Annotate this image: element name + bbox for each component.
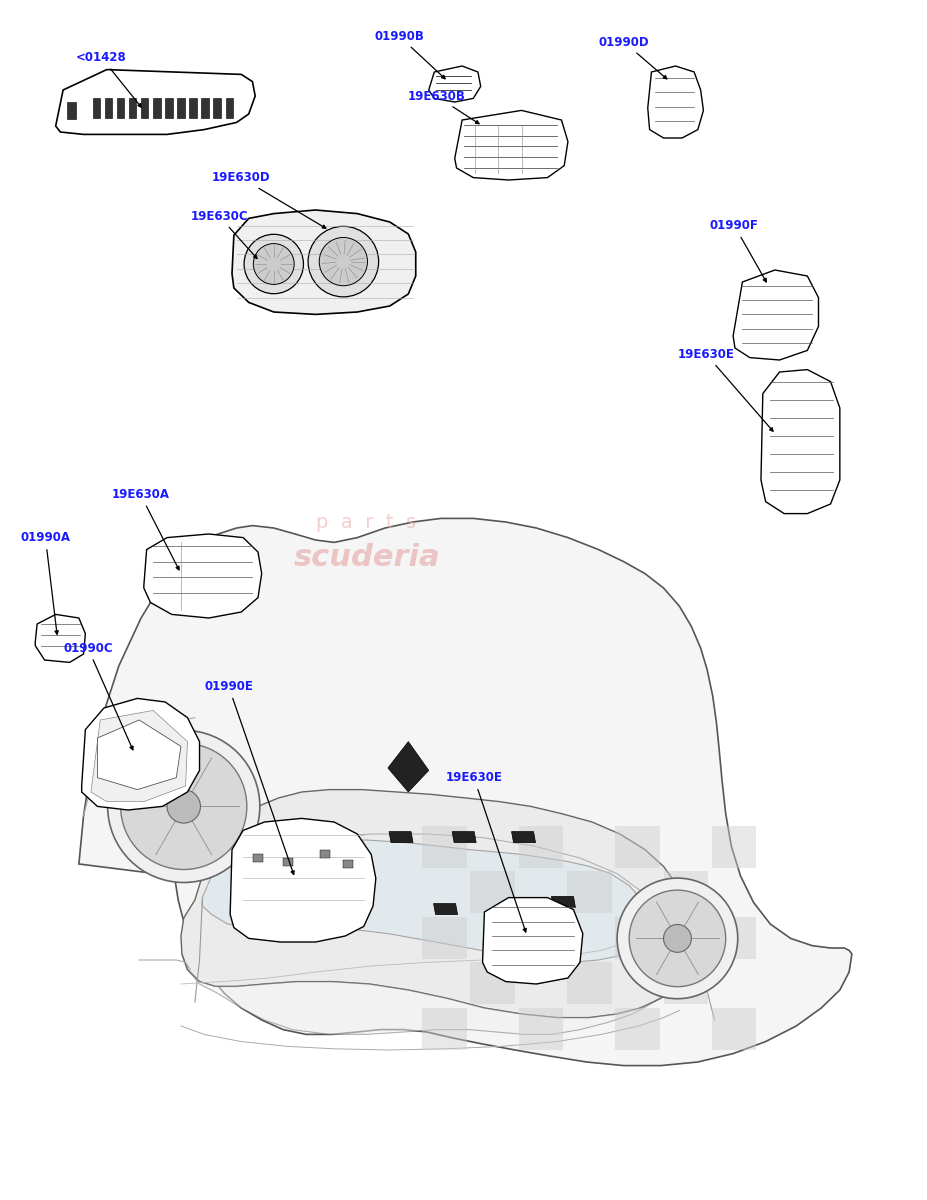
Polygon shape (213, 98, 221, 118)
Polygon shape (760, 370, 839, 514)
Polygon shape (711, 1008, 756, 1050)
Polygon shape (711, 826, 756, 868)
Polygon shape (615, 826, 659, 868)
Text: 19E630B: 19E630B (407, 90, 478, 124)
Polygon shape (253, 854, 262, 862)
Circle shape (616, 878, 737, 998)
Polygon shape (422, 917, 466, 959)
Polygon shape (225, 98, 233, 118)
Text: 01990E: 01990E (204, 680, 294, 875)
Text: 01990D: 01990D (598, 36, 667, 79)
Circle shape (108, 731, 260, 882)
Polygon shape (663, 962, 707, 1004)
Polygon shape (422, 826, 466, 868)
Text: p  a  r  t  s: p a r t s (316, 512, 416, 532)
Polygon shape (91, 710, 187, 802)
Text: 19E630E: 19E630E (445, 772, 526, 932)
Polygon shape (428, 66, 480, 102)
Polygon shape (711, 917, 756, 959)
Polygon shape (232, 210, 415, 314)
Polygon shape (56, 70, 255, 134)
Polygon shape (144, 534, 261, 618)
Circle shape (663, 924, 691, 953)
Polygon shape (470, 962, 514, 1004)
Polygon shape (615, 917, 659, 959)
Polygon shape (141, 98, 148, 118)
Polygon shape (388, 832, 413, 842)
Polygon shape (732, 270, 818, 360)
Circle shape (121, 743, 247, 870)
Polygon shape (433, 904, 457, 914)
Text: 01990A: 01990A (20, 532, 70, 635)
Text: 19E630A: 19E630A (111, 488, 179, 570)
Polygon shape (177, 98, 184, 118)
Polygon shape (454, 110, 567, 180)
Polygon shape (482, 898, 582, 984)
Polygon shape (283, 858, 292, 865)
Polygon shape (35, 614, 85, 662)
Polygon shape (79, 518, 851, 1066)
Polygon shape (182, 950, 688, 1034)
Polygon shape (663, 871, 707, 913)
Text: 01990B: 01990B (374, 30, 445, 79)
Circle shape (308, 227, 378, 296)
Text: 19E630C: 19E630C (190, 210, 257, 258)
Circle shape (167, 790, 200, 823)
Polygon shape (105, 98, 112, 118)
Polygon shape (470, 871, 514, 913)
Polygon shape (67, 102, 76, 119)
Polygon shape (490, 908, 514, 919)
Polygon shape (202, 840, 649, 962)
Polygon shape (387, 742, 428, 792)
Polygon shape (422, 1008, 466, 1050)
Polygon shape (117, 98, 124, 118)
Polygon shape (82, 698, 199, 810)
Polygon shape (511, 832, 535, 842)
Polygon shape (518, 917, 563, 959)
Text: 01990C: 01990C (63, 642, 133, 750)
Polygon shape (566, 871, 611, 913)
Polygon shape (647, 66, 703, 138)
Polygon shape (93, 98, 100, 118)
Polygon shape (451, 832, 476, 842)
Polygon shape (129, 98, 136, 118)
Text: 19E630E: 19E630E (677, 348, 772, 431)
Polygon shape (201, 98, 209, 118)
Text: 01990F: 01990F (709, 220, 766, 282)
Polygon shape (189, 98, 197, 118)
Text: <01428: <01428 (76, 52, 141, 107)
Polygon shape (181, 790, 691, 1018)
Text: scuderia: scuderia (293, 544, 439, 572)
Circle shape (253, 244, 294, 284)
Circle shape (319, 238, 367, 286)
Polygon shape (165, 98, 172, 118)
Polygon shape (551, 896, 575, 907)
Polygon shape (518, 826, 563, 868)
Polygon shape (566, 962, 611, 1004)
Circle shape (244, 234, 303, 294)
Polygon shape (230, 818, 375, 942)
Polygon shape (518, 1008, 563, 1050)
Polygon shape (322, 834, 346, 845)
Circle shape (629, 890, 725, 986)
Polygon shape (153, 98, 160, 118)
Polygon shape (320, 851, 329, 858)
Polygon shape (343, 860, 352, 868)
Text: 19E630D: 19E630D (211, 172, 325, 228)
Polygon shape (97, 720, 181, 790)
Polygon shape (615, 1008, 659, 1050)
